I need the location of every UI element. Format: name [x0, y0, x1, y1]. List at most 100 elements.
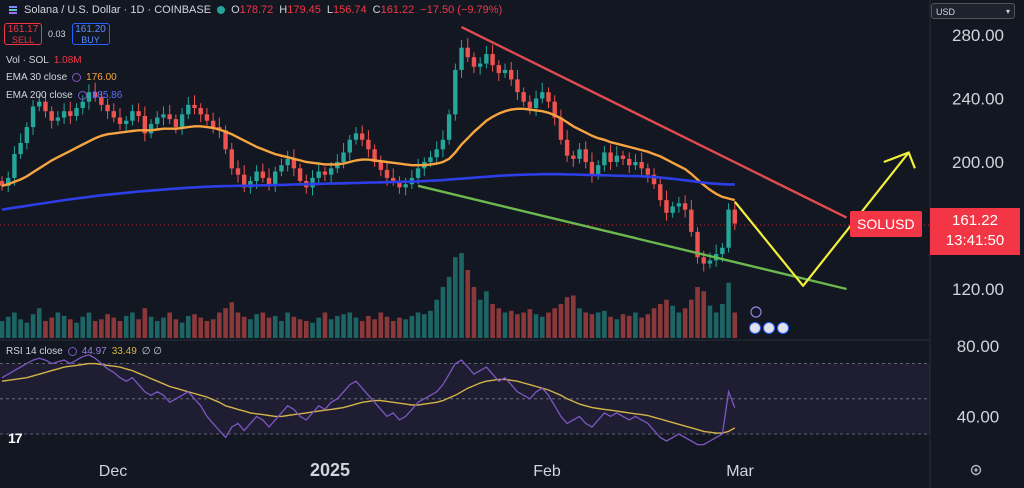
sell-button[interactable]: 161.17 SELL: [4, 23, 42, 45]
bar-countdown: 13:41:50: [945, 232, 1005, 249]
volume-bar: [664, 299, 669, 338]
volume-bars: [0, 253, 738, 338]
candle-body: [695, 231, 700, 258]
volume-bar: [328, 319, 334, 338]
ema30-legend[interactable]: EMA 30 close 176.00: [6, 72, 117, 83]
rsi-ma-line: [1, 362, 736, 434]
candle-body: [74, 108, 79, 116]
volume-legend[interactable]: Vol · SOL 1.08M: [6, 55, 82, 66]
volume-bar: [589, 314, 595, 338]
volume-bar: [49, 317, 54, 338]
volume-bar: [353, 317, 359, 338]
price-tick-label: 200.00: [952, 153, 1004, 172]
candle-body: [310, 177, 315, 188]
candle-body: [173, 119, 179, 128]
volume-bar: [639, 317, 644, 338]
tradingview-logo-icon[interactable]: 17: [8, 430, 23, 446]
candle-body: [707, 260, 713, 264]
trendline-lower: [417, 184, 847, 291]
volume-bar: [676, 312, 682, 338]
volume-bar: [428, 310, 433, 338]
candle-body: [12, 154, 17, 178]
volume-bar: [316, 317, 322, 338]
candle-body: [484, 54, 489, 64]
volume-bar: [68, 319, 73, 338]
candle-body: [602, 152, 607, 166]
volume-bar: [0, 321, 5, 338]
volume-bar: [272, 315, 278, 338]
candle-body: [0, 181, 5, 186]
candle-body: [179, 114, 185, 128]
candle-body: [279, 165, 284, 172]
rsi-legend[interactable]: RSI 14 close 44.97 33.49 ∅ ∅: [6, 346, 162, 357]
volume-bar: [285, 312, 290, 338]
volume-bar: [614, 319, 620, 338]
volume-bar: [645, 314, 651, 338]
volume-value: 1.08M: [53, 55, 82, 66]
volume-bar: [30, 314, 36, 338]
candle-body: [552, 101, 557, 118]
volume-bar: [322, 312, 328, 338]
high-value: 179.45: [287, 4, 321, 16]
volume-bar: [713, 312, 719, 338]
projection-arrow: [733, 151, 910, 287]
eye-icon[interactable]: [67, 347, 77, 356]
volume-bar: [657, 304, 663, 338]
volume-bar: [210, 319, 216, 338]
volume-bar: [571, 295, 576, 338]
close-value: 161.22: [380, 4, 415, 16]
candle-body: [117, 117, 123, 124]
eye-icon[interactable]: [77, 91, 87, 100]
candle-body: [664, 200, 669, 213]
volume-bar: [111, 317, 117, 338]
candle-body: [471, 57, 477, 67]
candle-body: [564, 139, 570, 156]
rsi-line: [1, 354, 736, 446]
volume-bar: [366, 315, 371, 338]
volume-bar: [527, 309, 533, 338]
symbol-header: Solana / U.S. Dollar · 1D · COINBASE O17…: [8, 4, 502, 16]
rsi-pane: [0, 354, 930, 446]
chevron-down-icon: ▾: [1005, 7, 1010, 16]
candle-body: [155, 117, 160, 124]
spread-value: 0.03: [48, 29, 66, 39]
volume-bar: [241, 316, 247, 338]
candle-body: [148, 123, 154, 134]
candle-body: [43, 101, 48, 112]
projection-arrowhead: [883, 151, 916, 169]
candle-body: [24, 127, 30, 143]
eye-icon[interactable]: [72, 73, 82, 82]
volume-bar: [266, 317, 272, 338]
candle-body: [49, 111, 54, 121]
buy-button[interactable]: 161.20 BUY: [71, 23, 110, 45]
currency-select[interactable]: USD ▾: [931, 3, 1015, 19]
candle-body: [558, 117, 564, 140]
candle-body: [701, 257, 706, 264]
candle-body: [521, 92, 526, 102]
volume-bar: [720, 304, 725, 338]
rsi-tick-label: 40.00: [957, 407, 1000, 426]
candle-body: [241, 174, 247, 188]
candle-body: [689, 209, 694, 232]
volume-bar: [440, 287, 446, 338]
low-value: 156.74: [333, 4, 367, 16]
volume-label: Vol · SOL: [6, 55, 49, 66]
ema200-legend[interactable]: EMA 200 close 185.86: [6, 90, 122, 101]
candle-body: [397, 181, 402, 188]
candle-body: [583, 149, 588, 162]
volume-bar: [508, 310, 514, 338]
symbol-title[interactable]: Solana / U.S. Dollar · 1D · COINBASE: [24, 4, 212, 16]
volume-bar: [74, 322, 79, 338]
volume-bar: [378, 312, 384, 338]
candle-body: [37, 101, 42, 107]
volume-bar: [291, 316, 297, 338]
candle-body: [30, 106, 36, 128]
volume-bar: [154, 321, 160, 338]
candle-body: [720, 247, 725, 255]
candle-body: [608, 152, 613, 162]
trendlines[interactable]: [417, 25, 916, 291]
volume-bar: [446, 276, 452, 338]
time-tick-label: Dec: [99, 463, 127, 480]
settings-gear-icon[interactable]: [970, 464, 982, 476]
